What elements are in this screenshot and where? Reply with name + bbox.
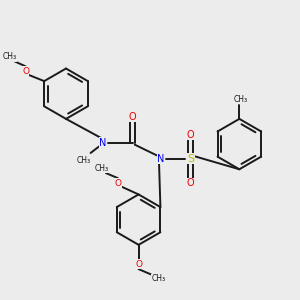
Text: CH₃: CH₃ bbox=[152, 274, 166, 284]
Text: CH₃: CH₃ bbox=[2, 52, 16, 61]
Text: CH₃: CH₃ bbox=[94, 164, 109, 173]
Text: N: N bbox=[99, 138, 107, 148]
Text: O: O bbox=[22, 67, 29, 76]
Text: S: S bbox=[187, 154, 194, 164]
Text: N: N bbox=[157, 154, 164, 164]
Text: O: O bbox=[135, 260, 142, 268]
Text: O: O bbox=[187, 178, 194, 188]
Text: CH₃: CH₃ bbox=[234, 95, 248, 104]
Text: CH₃: CH₃ bbox=[77, 156, 91, 165]
Text: O: O bbox=[129, 112, 136, 122]
Text: O: O bbox=[187, 130, 194, 140]
Text: O: O bbox=[114, 179, 122, 188]
